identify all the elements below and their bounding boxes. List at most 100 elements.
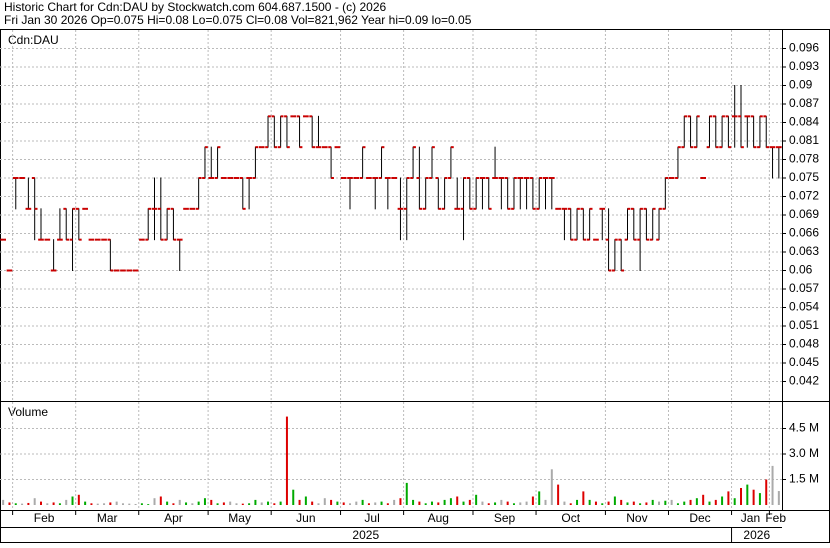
volume-bar: [96, 503, 99, 505]
volume-bar: [424, 503, 427, 505]
volume-bar: [248, 503, 251, 505]
volume-bar: [147, 504, 150, 505]
volume-bar: [740, 487, 743, 505]
y2-tick-label: 3.0 M: [789, 446, 819, 460]
y-tick-label: 0.042: [789, 374, 819, 388]
volume-bar: [260, 502, 263, 505]
volume-bar: [380, 501, 383, 505]
volume-bar: [494, 502, 497, 505]
volume-bar: [544, 499, 547, 505]
volume-bar: [185, 502, 188, 505]
volume-bar: [292, 489, 295, 505]
volume-bar: [683, 501, 686, 505]
volume-bar: [664, 500, 667, 505]
y-tick-label: 0.093: [789, 59, 819, 73]
y-tick-label: 0.096: [789, 41, 819, 55]
volume-bar: [121, 503, 124, 505]
x-tick-label: Aug: [428, 511, 449, 525]
volume-bar: [651, 499, 654, 505]
volume-bar: [216, 503, 219, 505]
x-tick-label: Apr: [164, 511, 183, 525]
volume-bar: [645, 502, 648, 505]
x-tick-label: Dec: [689, 511, 710, 525]
volume-bar: [430, 501, 433, 505]
volume-bar: [594, 501, 597, 505]
volume-bar: [58, 503, 61, 505]
x-tick-label: Jul: [364, 511, 379, 525]
volume-bar: [2, 499, 5, 505]
y-tick-label: 0.048: [789, 337, 819, 351]
volume-bar: [399, 498, 402, 505]
volume-bar: [658, 501, 661, 505]
volume-bar: [90, 503, 93, 505]
volume-bar: [267, 501, 270, 505]
year-label: 2025: [352, 528, 379, 542]
volume-bar: [758, 493, 761, 505]
volume-bar: [323, 498, 326, 505]
volume-bar: [349, 503, 352, 505]
y-tick-label: 0.075: [789, 170, 819, 184]
volume-bar: [342, 502, 345, 505]
volume-bar: [71, 496, 74, 505]
volume-bar: [462, 501, 465, 505]
volume-bar: [311, 501, 314, 505]
y-tick-label: 0.063: [789, 244, 819, 258]
volume-bar: [405, 482, 408, 505]
volume-bar: [626, 502, 629, 505]
volume-bar: [172, 503, 175, 505]
volume-bar: [601, 503, 604, 505]
y-tick-label: 0.06: [789, 263, 813, 277]
volume-bar: [298, 499, 301, 505]
volume-bar: [613, 496, 616, 505]
volume-bar: [254, 499, 257, 505]
volume-bar: [203, 498, 206, 505]
y-tick-label: 0.069: [789, 207, 819, 221]
volume-bar: [771, 465, 774, 505]
x-tick-label: Feb: [34, 511, 55, 525]
volume-bar: [21, 503, 24, 505]
volume-bar: [317, 503, 320, 505]
x-tick-label: Mar: [97, 511, 118, 525]
volume-bar: [695, 498, 698, 505]
volume-bar: [512, 503, 515, 505]
y-tick-label: 0.066: [789, 226, 819, 240]
volume-bar: [27, 502, 30, 505]
volume-bar: [14, 503, 17, 505]
volume-bar: [639, 503, 642, 505]
chart-title: Historic Chart for Cdn:DAU by Stockwatch…: [4, 0, 386, 14]
volume-bar: [355, 501, 358, 505]
volume-bar: [765, 479, 768, 505]
volume-bar: [210, 499, 213, 505]
volume-bar: [582, 491, 585, 505]
volume-bar: [153, 498, 156, 505]
y-tick-label: 0.087: [789, 96, 819, 110]
volume-bar: [77, 494, 80, 505]
chart-subtitle: Fri Jan 30 2026 Op=0.075 Hi=0.08 Lo=0.07…: [4, 13, 472, 27]
volume-bar: [449, 498, 452, 505]
volume-bar: [443, 499, 446, 505]
y-tick-label: 0.054: [789, 300, 819, 314]
x-tick-label: Oct: [561, 511, 580, 525]
volume-bar: [475, 494, 478, 505]
volume-bar: [52, 502, 55, 505]
y-tick-label: 0.072: [789, 189, 819, 203]
volume-bar: [456, 496, 459, 505]
volume-bar: [8, 502, 11, 505]
volume-bar: [46, 503, 49, 505]
volume-bar: [607, 501, 610, 505]
volume-bar: [279, 501, 282, 505]
volume-bar: [197, 501, 200, 505]
volume-bar: [557, 484, 560, 505]
volume-bar: [330, 499, 333, 505]
volume-bar: [273, 503, 276, 505]
frame: [0, 29, 830, 543]
volume-bar: [285, 416, 288, 505]
volume-bar: [531, 496, 534, 505]
volume-bar: [468, 499, 471, 505]
volume-bar: [538, 491, 541, 505]
year-label: 2026: [743, 528, 770, 542]
volume-bar: [178, 499, 181, 505]
volume-bar: [103, 503, 106, 505]
